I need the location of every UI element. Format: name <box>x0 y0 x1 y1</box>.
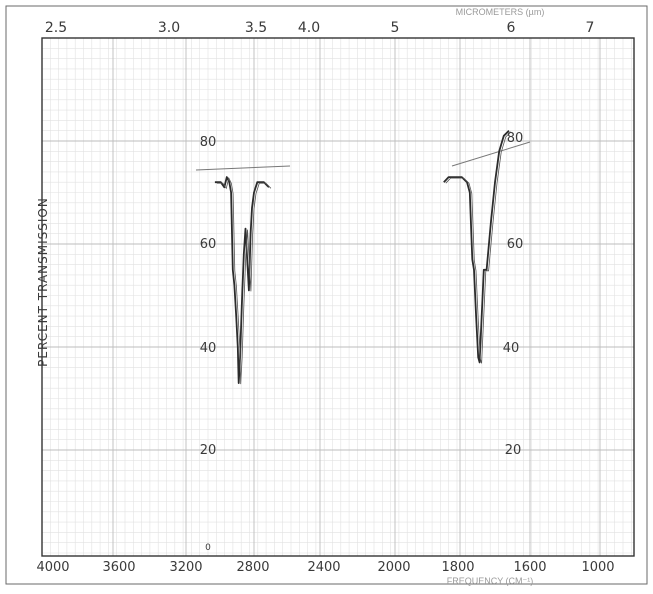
top-axis-label: MICROMETERS (µm) <box>456 7 545 17</box>
baseline-right <box>451 141 531 167</box>
y-axis-label: PERCENT TRANSMISSION <box>36 197 50 367</box>
bottom-tick-label: 2800 <box>236 560 269 575</box>
inner-tick-left: 20 <box>200 443 217 458</box>
bottom-tick-label: 2000 <box>377 560 410 575</box>
inner-tick-left: 60 <box>200 237 217 252</box>
bottom-tick-label: 3200 <box>169 560 202 575</box>
inner-tick-right: 60 <box>507 237 524 252</box>
bottom-tick-label: 4000 <box>36 560 69 575</box>
inner-tick-right: 80 <box>507 131 524 146</box>
top-tick-label: 4.0 <box>298 20 320 36</box>
inner-tick-right: 20 <box>505 443 522 458</box>
spectrum-line-2 <box>443 130 510 364</box>
top-tick-label: 5 <box>391 20 400 36</box>
grid <box>41 37 634 556</box>
top-tick-label: 7 <box>586 20 595 36</box>
inner-tick-left: 40 <box>200 341 217 356</box>
series-layer <box>214 130 512 385</box>
outer-border <box>5 5 648 585</box>
top-tick-label: 6 <box>507 20 516 36</box>
inner-tick-right: 40 <box>503 341 520 356</box>
baseline-left <box>195 165 291 171</box>
bottom-tick-label: 1600 <box>513 560 546 575</box>
top-tick-label: 3.5 <box>245 20 267 36</box>
bottom-tick-label: 1800 <box>441 560 474 575</box>
plot-frame <box>41 37 635 557</box>
top-tick-label: 3.0 <box>158 20 180 36</box>
bottom-tick-label: 2400 <box>307 560 340 575</box>
spectrum-line-1-retrace <box>216 176 272 385</box>
spectrum-line-2-retrace <box>445 131 512 364</box>
top-tick-label: 2.5 <box>45 20 67 36</box>
bottom-tick-label: 1000 <box>581 560 614 575</box>
bottom-axis-label: FREQUENCY (CM⁻¹) <box>447 576 534 586</box>
bottom-tick-label: 3600 <box>102 560 135 575</box>
baselines <box>195 141 531 171</box>
inner-tick-left: 80 <box>200 135 217 150</box>
inner-tick-left: 0 <box>205 543 211 553</box>
